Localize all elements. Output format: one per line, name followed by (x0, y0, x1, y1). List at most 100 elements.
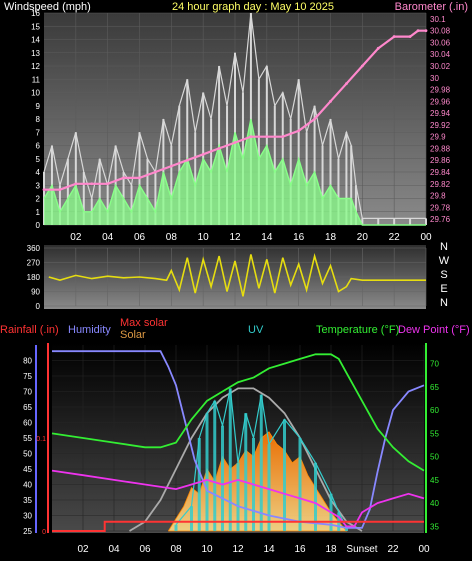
temperature-series (51, 353, 425, 472)
temperature-axis: 35 40 45 50 55 60 65 70 (430, 360, 439, 532)
uv-bar (174, 524, 178, 531)
uv-bar (190, 506, 193, 531)
humidity-tick-label: 40 (23, 481, 32, 490)
barometer-tick-label: 30.02 (430, 62, 451, 71)
climate-x-tick-label: 10 (201, 544, 213, 555)
legend-label: Max solar (120, 317, 168, 329)
temperature-tick-label: 55 (430, 429, 439, 438)
uv-bar (283, 419, 286, 531)
uv-bar (236, 462, 240, 531)
barometer-point (185, 158, 189, 162)
uv-bar (213, 400, 217, 531)
barometer-tick-label: 29.78 (430, 203, 451, 212)
barometer-point (233, 141, 237, 144)
climate-x-tick-label: 00 (418, 544, 430, 555)
climate-x-axis: 02 04 06 08 10 12 14 16 18 Sunset 22 00 (77, 544, 430, 555)
wind-line (43, 118, 426, 226)
temperature-tick-label: 40 (430, 499, 439, 508)
legend-label: Rainfall (.in) (0, 324, 59, 336)
uv-bar (267, 444, 271, 531)
barometer-point (217, 147, 221, 150)
barometer-tick-label: 29.8 (430, 192, 446, 201)
windspeed-tick-label: 5 (36, 155, 41, 164)
windspeed-tick-label: 7 (36, 128, 41, 137)
temperature-tick-label: 45 (430, 476, 439, 485)
dew-point-series (51, 469, 425, 528)
rain-axis: 00.1 (36, 436, 46, 536)
uv-bar (244, 413, 248, 531)
barometer-tick-label: 30.04 (430, 50, 451, 59)
barometer-point (345, 82, 348, 86)
humidity-tick-label: 55 (23, 434, 32, 443)
barometer-point (106, 182, 110, 186)
direction-tick-label: 0 (36, 302, 41, 311)
barometer-line (44, 29, 426, 191)
uv-bar (205, 413, 209, 531)
humidity-tick-label: 75 (23, 372, 32, 381)
max-solar-line (129, 387, 363, 532)
direction-tick-label: 270 (27, 259, 41, 268)
barometer-point (297, 129, 301, 133)
legend-label: Humidity (68, 324, 111, 336)
compass-label: W (439, 255, 450, 267)
rain-tick-label: 0.1 (36, 436, 46, 443)
barometer-tick-label: 29.86 (430, 156, 451, 165)
windspeed-tick-label: 16 (31, 9, 40, 18)
windspeed-tick-label: 4 (36, 168, 41, 177)
barometer-tick-label: 29.82 (430, 180, 451, 189)
temperature-tick-label: 65 (430, 383, 439, 392)
wind-barometer-chart: Windspeed (mph) 24 hour graph day : May … (4, 1, 468, 243)
compass-label: N (440, 241, 448, 253)
windspeed-tick-label: 6 (36, 142, 41, 151)
dew-point-line (51, 469, 425, 528)
barometer-point (169, 164, 173, 168)
barometer-point (329, 99, 332, 103)
climate-x-tick-label: Sunset (346, 544, 377, 555)
direction-tick-label: 90 (31, 288, 40, 297)
windspeed-axis-label: Windspeed (mph) (4, 1, 91, 13)
humidity-line (52, 350, 425, 529)
humidity-axis: 25 30 35 40 45 50 55 60 65 70 75 80 (23, 357, 32, 537)
rainfall-series (52, 520, 424, 532)
uv-bar (221, 425, 224, 531)
barometer-tick-label: 29.84 (430, 168, 451, 177)
barometer-tick-label: 29.96 (430, 97, 451, 106)
climate-x-tick-label: 18 (325, 544, 337, 555)
compass-label: N (440, 297, 448, 309)
barometer-point (122, 176, 125, 180)
uv-bar (259, 394, 263, 531)
wind-x-tick-label: 02 (70, 232, 82, 243)
windspeed-tick-label: 8 (36, 115, 41, 124)
barometer-point (249, 135, 253, 139)
uv-bar (345, 527, 348, 531)
windspeed-tick-label: 12 (31, 62, 40, 71)
uv-bar (228, 388, 232, 531)
uv-line (175, 388, 348, 529)
windspeed-tick-label: 9 (36, 102, 41, 111)
barometer-tick-label: 30 (430, 74, 439, 83)
wind-series (43, 118, 426, 226)
uv-bar (197, 438, 201, 531)
chart-title: 24 hour graph day : May 10 2025 (172, 1, 334, 13)
barometer-point (408, 35, 412, 38)
legend-label: Temperature (°F) (316, 324, 399, 336)
legend-label: Dew Point (°F) (398, 324, 470, 336)
barometer-tick-label: 29.94 (430, 109, 451, 118)
barometer-point (313, 117, 316, 121)
wind-x-tick-label: 16 (293, 232, 305, 243)
humidity-tick-label: 65 (23, 403, 32, 412)
barometer-tick-label: 29.9 (430, 133, 446, 142)
wind-x-tick-label: 12 (229, 232, 241, 243)
barometer-tick-label: 30.06 (430, 38, 451, 47)
direction-gridlines (44, 247, 427, 307)
barometer-point (281, 135, 285, 139)
windspeed-tick-label: 2 (36, 195, 41, 204)
wind-x-tick-label: 04 (102, 232, 114, 243)
barometer-point (201, 152, 205, 156)
rain-tick-label: 0 (42, 529, 46, 536)
temperature-tick-label: 35 (430, 522, 439, 531)
humidity-series (52, 350, 425, 529)
